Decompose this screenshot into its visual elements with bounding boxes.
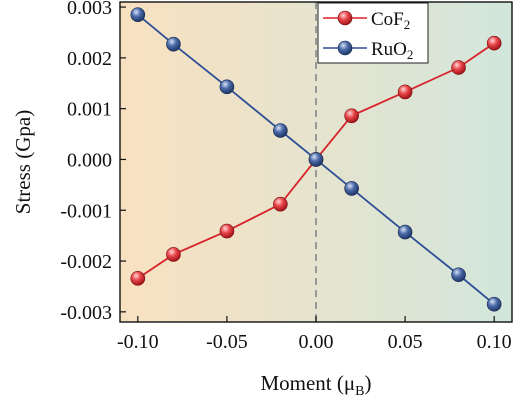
- y-tick-label: 0.003: [67, 0, 112, 19]
- y-tick-label: 0.000: [67, 149, 112, 171]
- legend-marker-ruo2: [337, 40, 353, 56]
- x-axis-title-main: Moment (μ: [260, 371, 355, 395]
- data-point-cof2: [219, 223, 235, 239]
- y-tick-label: -0.002: [60, 251, 112, 273]
- data-point-ruo2: [219, 79, 235, 95]
- y-tick-label: 0.001: [67, 99, 112, 121]
- data-point-cof2: [166, 247, 181, 262]
- y-tick-label: 0.002: [67, 48, 112, 70]
- x-axis-title: Moment (μB): [260, 371, 371, 399]
- legend-label-ruo2: RuO2: [371, 39, 413, 62]
- legend-label-cof2: CoF2: [371, 9, 410, 32]
- legend-marker-cof2: [337, 10, 353, 26]
- data-point-ruo2: [344, 181, 359, 196]
- series-layer: [130, 7, 502, 312]
- axis-ticks: -0.10 -0.05 0.00 0.05 0.10 -0.003 -0.002 -0.001…: [60, 0, 511, 353]
- x-tick-label: 0.10: [477, 331, 512, 353]
- data-point-cof2: [486, 35, 502, 51]
- data-point-cof2: [397, 84, 413, 100]
- data-point-ruo2: [130, 7, 146, 22]
- x-tick-label: 0.00: [299, 331, 334, 353]
- data-point-ruo2: [166, 36, 181, 52]
- x-tick-label: -0.10: [117, 331, 159, 353]
- data-point-ruo2: [486, 296, 502, 312]
- legend-box: [317, 2, 429, 64]
- y-tick-label: -0.001: [60, 200, 112, 222]
- data-point-cof2: [273, 196, 288, 212]
- legend-label-ruo2-main: RuO: [371, 39, 407, 60]
- x-tick-label: -0.05: [206, 331, 248, 353]
- data-point-cof2: [130, 271, 146, 286]
- y-axis-title: Stress (Gpa): [11, 110, 35, 214]
- x-tick-label: 0.05: [388, 331, 423, 353]
- data-point-ruo2: [308, 152, 324, 167]
- x-axis-title-subscript: B: [355, 384, 364, 399]
- y-tick-label: -0.003: [60, 302, 112, 324]
- legend-label-ruo2-subscript: 2: [407, 47, 414, 62]
- x-axis-title-close: ): [365, 371, 372, 395]
- data-point-cof2: [344, 108, 359, 124]
- legend: CoF2 RuO2: [317, 2, 429, 64]
- data-point-cof2: [451, 60, 466, 75]
- data-point-ruo2: [451, 267, 466, 283]
- data-point-ruo2: [397, 224, 413, 240]
- data-point-ruo2: [273, 123, 288, 138]
- legend-label-cof2-subscript: 2: [404, 17, 411, 32]
- legend-label-cof2-main: CoF: [371, 9, 404, 30]
